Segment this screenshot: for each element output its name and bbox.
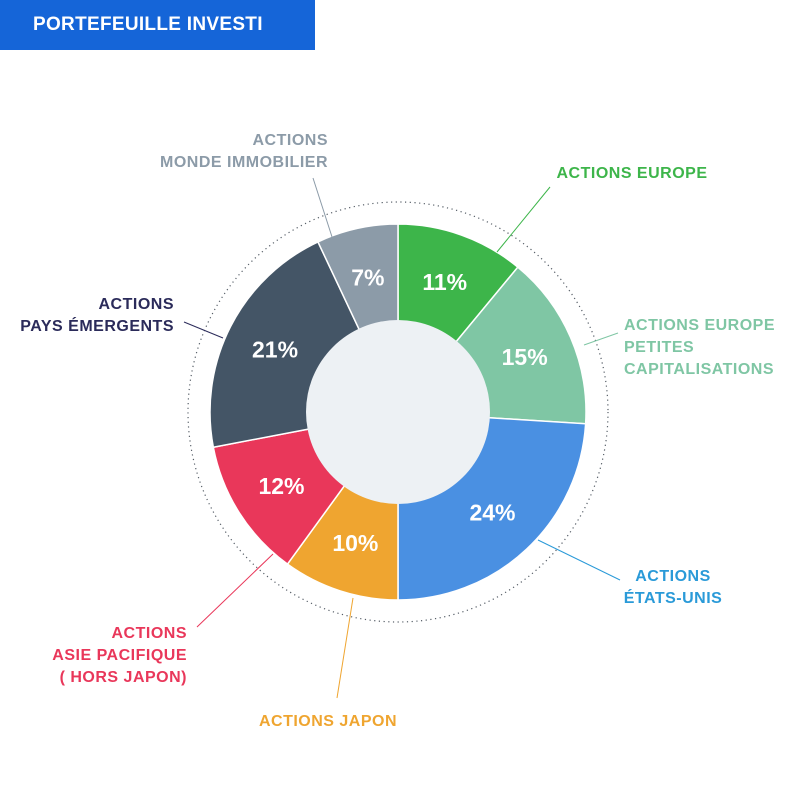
- value-label-5: 21%: [252, 336, 298, 362]
- donut-hole: [306, 320, 490, 504]
- value-label-6: 7%: [351, 264, 384, 290]
- dotted-ring: [187, 201, 609, 623]
- chart-title-banner: PORTEFEUILLE INVESTI: [0, 0, 315, 50]
- value-labels: 11% 15% 24% 10% 12% 21% 7%: [252, 264, 548, 556]
- dotted-ring-circle: [187, 201, 609, 623]
- category-label-0: ACTIONS EUROPE: [556, 165, 707, 182]
- category-label-line: ACTIONS JAPON: [259, 713, 397, 730]
- category-label-line: PAYS ÉMERGENTS: [20, 316, 174, 335]
- category-label-5: ACTIONS PAYS ÉMERGENTS: [20, 296, 174, 335]
- value-label-2: 24%: [469, 500, 515, 526]
- value-label-3: 10%: [332, 530, 378, 556]
- category-label-line: ASIE PACIFIQUE: [52, 647, 187, 664]
- category-label-line: ACTIONS EUROPE: [556, 165, 707, 182]
- category-label-6: ACTIONS MONDE IMMOBILIER: [160, 132, 328, 171]
- category-label-line: ( HORS JAPON): [60, 669, 187, 686]
- chart-title: PORTEFEUILLE INVESTI: [33, 14, 263, 35]
- category-label-4: ACTIONS ASIE PACIFIQUE ( HORS JAPON): [52, 625, 187, 686]
- leader-line-5: [183, 321, 224, 339]
- category-label-line: ACTIONS: [635, 568, 711, 585]
- category-labels: ACTIONS EUROPE ACTIONS EUROPE PETITES CAPIT…: [20, 132, 775, 730]
- leader-line-4: [196, 553, 274, 628]
- leader-line-6: [312, 177, 334, 241]
- value-label-0: 11%: [422, 269, 467, 295]
- leader-line-0: [496, 186, 551, 253]
- leader-lines: [183, 177, 621, 699]
- category-label-line: ACTIONS EUROPE: [624, 317, 775, 334]
- category-label-3: ACTIONS JAPON: [259, 713, 397, 730]
- category-label-line: ÉTATS-UNIS: [624, 588, 723, 607]
- category-label-1: ACTIONS EUROPE PETITES CAPITALISATIONS: [624, 317, 775, 378]
- category-label-line: PETITES: [624, 339, 694, 356]
- leader-line-2: [537, 539, 621, 581]
- donut-center: [306, 320, 490, 504]
- value-label-4: 12%: [258, 473, 304, 499]
- value-label-1: 15%: [502, 344, 548, 370]
- leader-line-3: [336, 597, 354, 699]
- category-label-line: ACTIONS: [253, 132, 329, 149]
- category-label-2: ACTIONS ÉTATS-UNIS: [624, 568, 723, 607]
- category-label-line: ACTIONS: [112, 625, 188, 642]
- leader-line-1: [583, 332, 619, 346]
- category-label-line: CAPITALISATIONS: [624, 361, 774, 378]
- category-label-line: MONDE IMMOBILIER: [160, 154, 328, 171]
- category-label-line: ACTIONS: [99, 296, 175, 313]
